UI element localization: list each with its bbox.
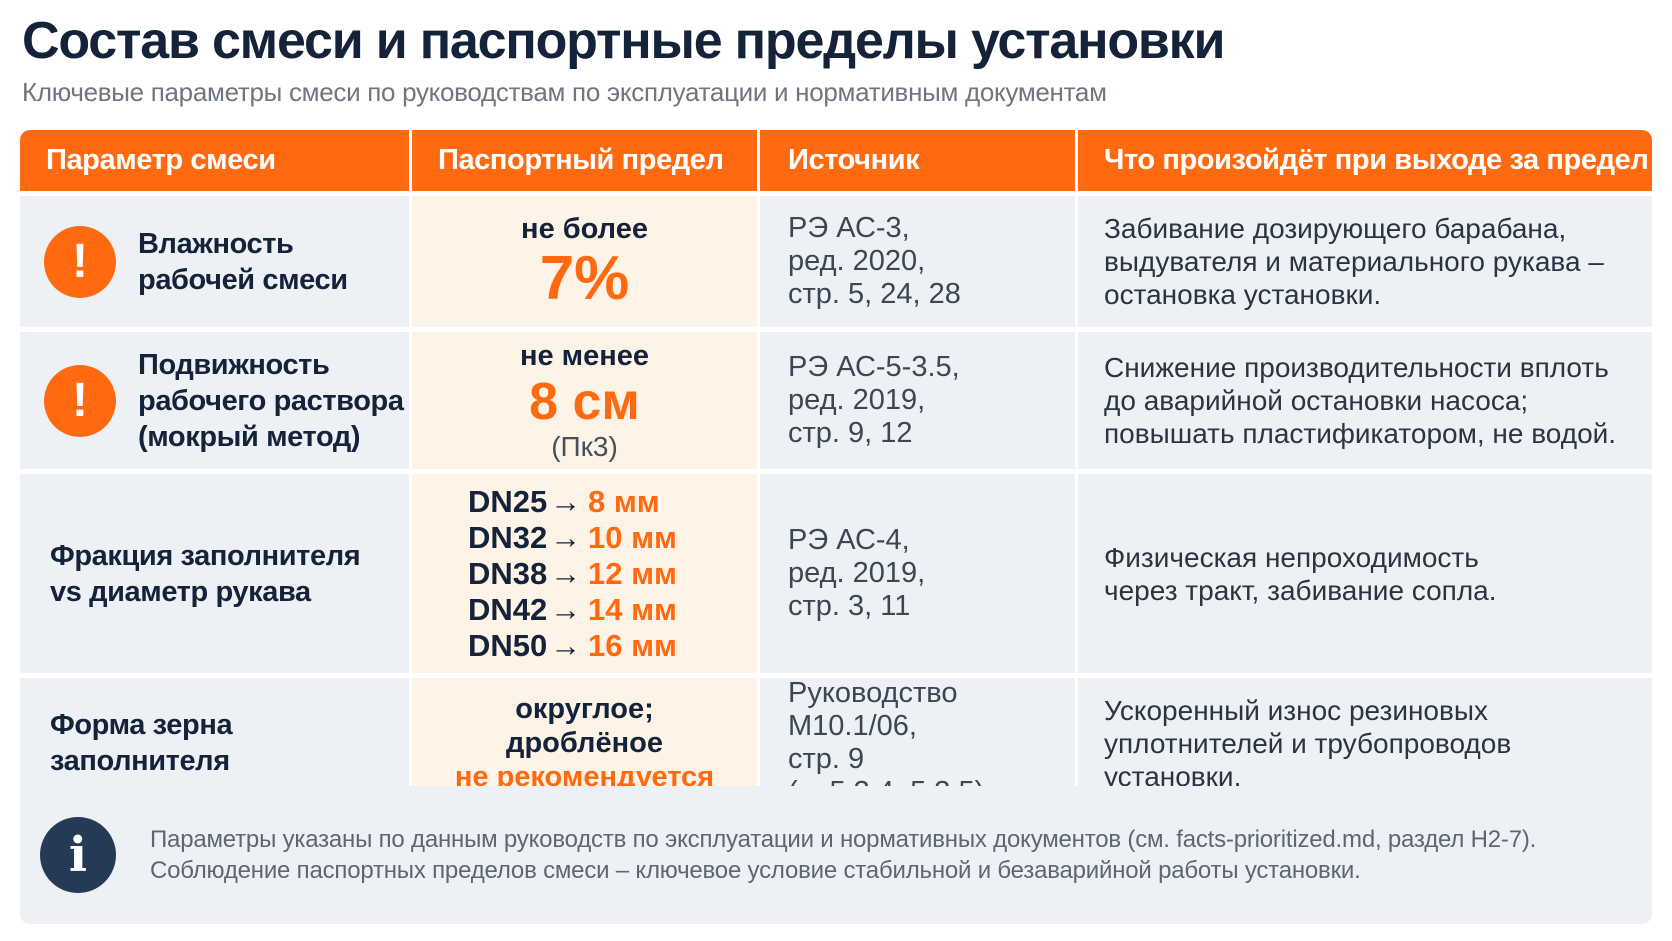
table-row-mobility-limit: не менее 8 см (Пк3) xyxy=(412,332,760,474)
table-row-fraction-limit: DN25→ 8 мм DN32→ 10 мм DN38→ 12 мм DN42→ 14 … xyxy=(412,474,760,678)
header-consequence: Что произойдёт при выходе за предел xyxy=(1078,130,1652,196)
param-name: Влажность рабочей смеси xyxy=(138,227,348,296)
arrow-right-icon: → xyxy=(550,519,581,555)
warning-icon: ! xyxy=(44,225,116,298)
limits-table: Параметр смеси Паспортный предел Источни… xyxy=(20,130,1652,813)
warning-icon: ! xyxy=(44,364,116,437)
page-subtitle: Ключевые параметры смеси по руководствам… xyxy=(22,77,1107,107)
limit-label: дроблёное xyxy=(506,727,663,759)
header-parameter: Параметр смеси xyxy=(20,130,412,196)
table-row-fraction-param: Фракция заполнителя vs диаметр рукава xyxy=(20,474,412,678)
list-item: DN25→ 8 мм xyxy=(468,483,660,519)
list-item: DN32→ 10 мм xyxy=(468,519,677,555)
arrow-right-icon: → xyxy=(550,483,581,519)
note-text: Параметры указаны по данным руководств п… xyxy=(150,826,1537,884)
param-name: Форма зерна заполнителя xyxy=(50,709,233,777)
limit-value: 7% xyxy=(539,243,630,313)
table-row-mobility-param: ! Подвижность рабочего раствора (мокрый … xyxy=(20,332,412,474)
header-limit: Паспортный предел xyxy=(412,130,760,196)
table-row-moisture-consequence: Забивание дозирующего барабана, выдувате… xyxy=(1078,196,1652,332)
list-item: DN50→ 16 мм xyxy=(468,627,677,663)
param-name: Подвижность рабочего раствора (мокрый ме… xyxy=(138,348,404,453)
arrow-right-icon: → xyxy=(550,627,581,663)
table-row-moisture-param: ! Влажность рабочей смеси xyxy=(20,196,412,332)
page-title: Состав смеси и паспортные пределы устано… xyxy=(22,12,1225,70)
limit-label: не более xyxy=(521,212,648,245)
header-source: Источник xyxy=(760,130,1078,196)
limit-label: округлое; xyxy=(515,693,654,725)
limit-label: не менее xyxy=(519,339,650,372)
list-item: DN38→ 12 мм xyxy=(468,555,677,591)
table-row-mobility-source: РЭ АС-5-3.5, ред. 2019, стр. 9, 12 xyxy=(760,332,1078,474)
arrow-right-icon: → xyxy=(550,555,581,591)
arrow-right-icon: → xyxy=(550,591,581,627)
table-row-mobility-consequence: Снижение производительности вплоть до ав… xyxy=(1078,332,1652,474)
info-note: i Параметры указаны по данным руководств… xyxy=(20,786,1652,924)
table-row-fraction-consequence: Физическая непроходимость через тракт, з… xyxy=(1078,474,1652,678)
table-row-fraction-source: РЭ АС-4, ред. 2019, стр. 3, 11 xyxy=(760,474,1078,678)
limit-value: 8 см xyxy=(529,372,640,431)
table-row-moisture-source: РЭ АС-3, ред. 2020, стр. 5, 24, 28 xyxy=(760,196,1078,332)
list-item: DN42→ 14 мм xyxy=(468,591,677,627)
dn-list: DN25→ 8 мм DN32→ 10 мм DN38→ 12 мм DN42→ 14 … xyxy=(412,474,757,673)
param-name: Фракция заполнителя vs диаметр рукава xyxy=(50,539,361,608)
limit-note: (Пк3) xyxy=(551,430,618,462)
table-row-moisture-limit: не более 7% xyxy=(412,196,760,332)
info-icon: i xyxy=(40,817,116,893)
